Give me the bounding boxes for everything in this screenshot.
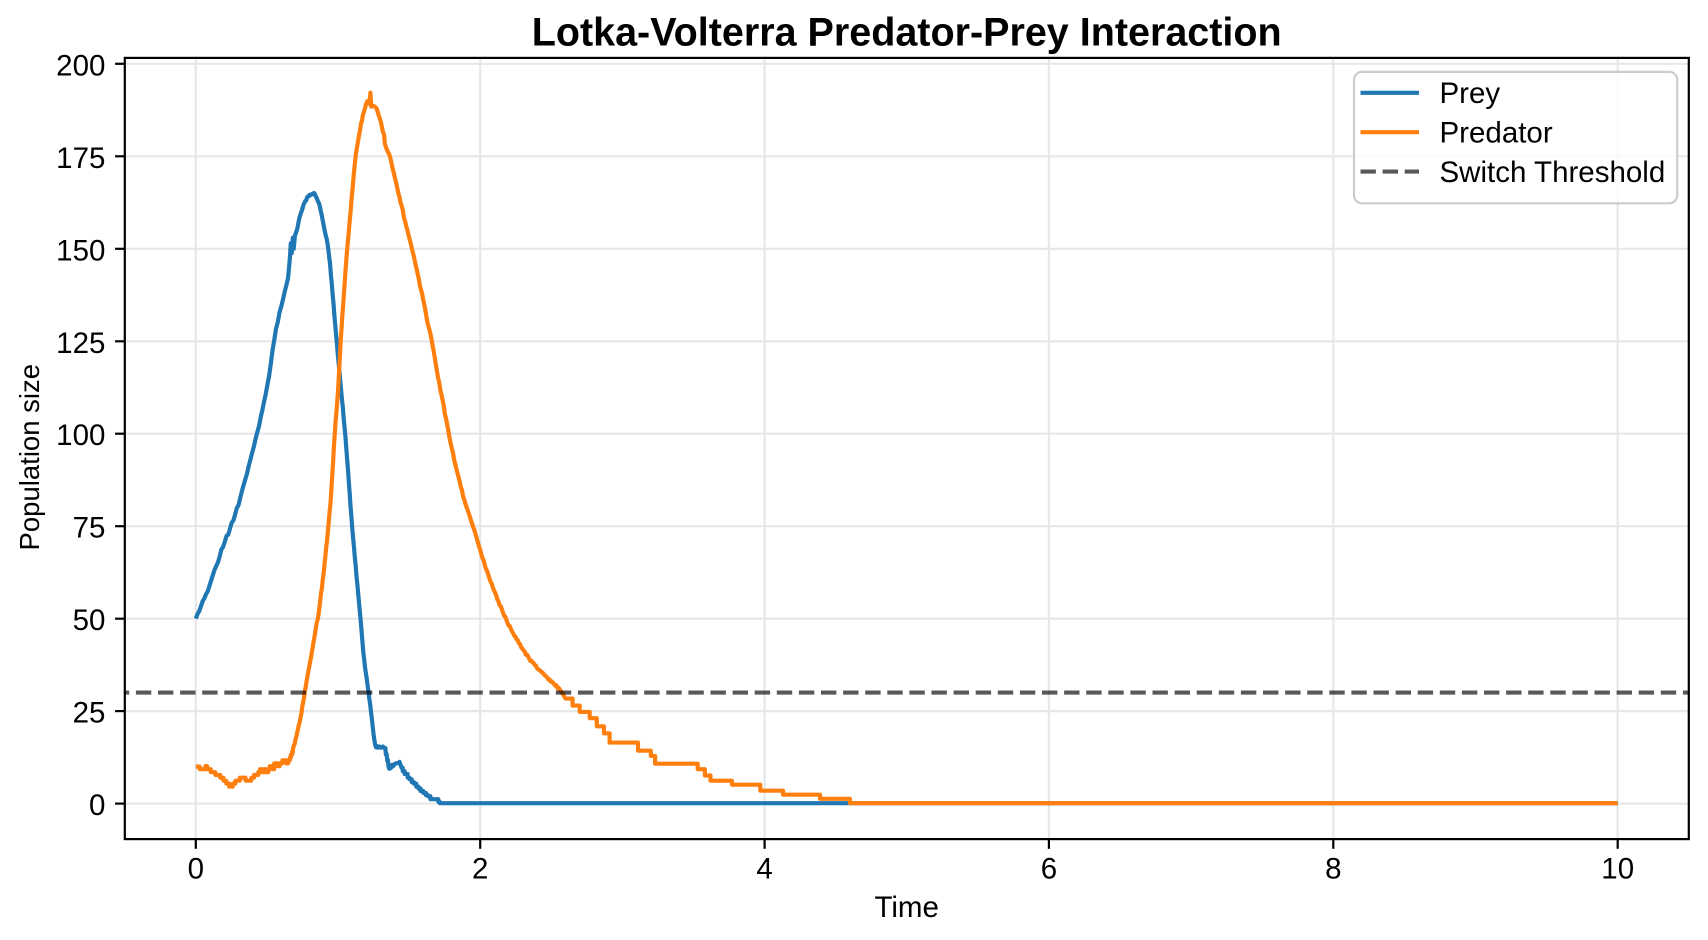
svg-text:10: 10: [1601, 853, 1634, 886]
svg-text:150: 150: [56, 234, 105, 267]
svg-text:100: 100: [56, 419, 105, 452]
svg-text:2: 2: [472, 853, 488, 886]
svg-text:75: 75: [73, 512, 106, 545]
svg-text:200: 200: [56, 49, 105, 82]
svg-text:Population size: Population size: [14, 364, 45, 551]
svg-text:8: 8: [1325, 853, 1341, 886]
svg-text:6: 6: [1041, 853, 1057, 886]
svg-text:0: 0: [89, 789, 105, 822]
svg-text:Lotka-Volterra Predator-Prey I: Lotka-Volterra Predator-Prey Interaction: [532, 11, 1282, 55]
svg-text:175: 175: [56, 142, 105, 175]
svg-text:Prey: Prey: [1440, 77, 1501, 110]
svg-text:Switch Threshold: Switch Threshold: [1440, 156, 1666, 189]
svg-text:Time: Time: [874, 891, 938, 924]
svg-text:0: 0: [188, 853, 204, 886]
svg-text:25: 25: [73, 697, 106, 730]
svg-text:50: 50: [73, 604, 106, 637]
svg-text:4: 4: [756, 853, 772, 886]
svg-text:125: 125: [56, 327, 105, 360]
svg-text:Predator: Predator: [1440, 117, 1553, 150]
